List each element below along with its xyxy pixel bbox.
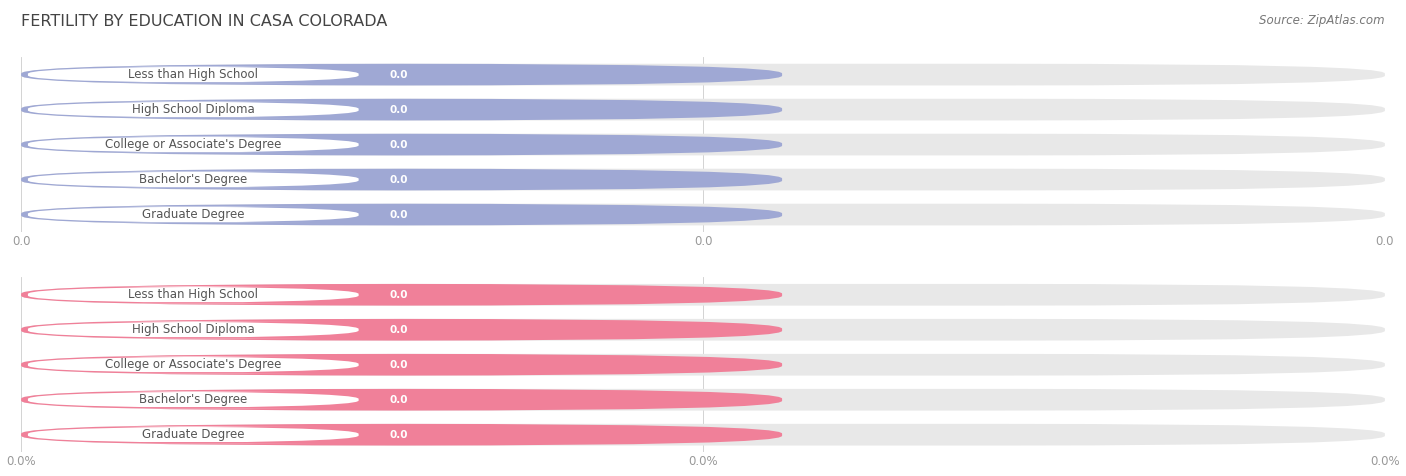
Text: Less than High School: Less than High School bbox=[128, 68, 259, 81]
FancyBboxPatch shape bbox=[28, 286, 359, 303]
Text: 0.0: 0.0 bbox=[389, 325, 408, 335]
FancyBboxPatch shape bbox=[21, 389, 1385, 411]
FancyBboxPatch shape bbox=[21, 284, 782, 306]
FancyBboxPatch shape bbox=[28, 321, 359, 338]
FancyBboxPatch shape bbox=[21, 389, 782, 411]
FancyBboxPatch shape bbox=[21, 284, 1385, 306]
FancyBboxPatch shape bbox=[28, 66, 359, 83]
Text: 0.0: 0.0 bbox=[389, 290, 408, 300]
FancyBboxPatch shape bbox=[28, 101, 359, 118]
FancyBboxPatch shape bbox=[21, 99, 782, 120]
FancyBboxPatch shape bbox=[21, 64, 782, 86]
FancyBboxPatch shape bbox=[21, 169, 782, 190]
Text: College or Associate's Degree: College or Associate's Degree bbox=[105, 358, 281, 371]
Text: High School Diploma: High School Diploma bbox=[132, 103, 254, 116]
FancyBboxPatch shape bbox=[21, 134, 1385, 156]
Text: 0.0: 0.0 bbox=[389, 430, 408, 440]
Text: 0.0: 0.0 bbox=[389, 139, 408, 149]
FancyBboxPatch shape bbox=[21, 99, 1385, 120]
Text: 0.0: 0.0 bbox=[389, 69, 408, 79]
FancyBboxPatch shape bbox=[28, 356, 359, 373]
FancyBboxPatch shape bbox=[21, 424, 782, 446]
Text: College or Associate's Degree: College or Associate's Degree bbox=[105, 138, 281, 151]
Text: 0.0: 0.0 bbox=[389, 395, 408, 405]
Text: High School Diploma: High School Diploma bbox=[132, 323, 254, 336]
FancyBboxPatch shape bbox=[21, 319, 1385, 341]
FancyBboxPatch shape bbox=[21, 319, 782, 341]
FancyBboxPatch shape bbox=[21, 354, 782, 376]
FancyBboxPatch shape bbox=[28, 136, 359, 153]
FancyBboxPatch shape bbox=[21, 169, 1385, 190]
Text: FERTILITY BY EDUCATION IN CASA COLORADA: FERTILITY BY EDUCATION IN CASA COLORADA bbox=[21, 14, 388, 30]
Text: Bachelor's Degree: Bachelor's Degree bbox=[139, 393, 247, 406]
FancyBboxPatch shape bbox=[28, 391, 359, 408]
FancyBboxPatch shape bbox=[28, 206, 359, 223]
Text: Bachelor's Degree: Bachelor's Degree bbox=[139, 173, 247, 186]
Text: 0.0: 0.0 bbox=[389, 105, 408, 115]
FancyBboxPatch shape bbox=[21, 424, 1385, 446]
FancyBboxPatch shape bbox=[21, 204, 1385, 226]
Text: 0.0: 0.0 bbox=[389, 209, 408, 219]
FancyBboxPatch shape bbox=[21, 134, 782, 156]
FancyBboxPatch shape bbox=[21, 354, 1385, 376]
FancyBboxPatch shape bbox=[28, 426, 359, 443]
FancyBboxPatch shape bbox=[21, 64, 1385, 86]
Text: 0.0: 0.0 bbox=[389, 175, 408, 185]
Text: Less than High School: Less than High School bbox=[128, 288, 259, 301]
Text: Graduate Degree: Graduate Degree bbox=[142, 428, 245, 441]
Text: 0.0: 0.0 bbox=[389, 360, 408, 370]
FancyBboxPatch shape bbox=[28, 171, 359, 188]
Text: Graduate Degree: Graduate Degree bbox=[142, 208, 245, 221]
FancyBboxPatch shape bbox=[21, 204, 782, 226]
Text: Source: ZipAtlas.com: Source: ZipAtlas.com bbox=[1260, 14, 1385, 27]
